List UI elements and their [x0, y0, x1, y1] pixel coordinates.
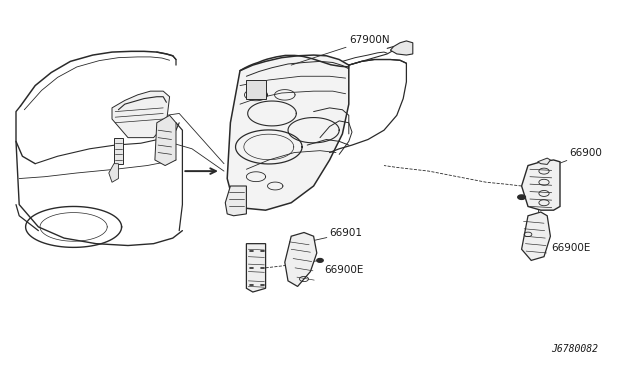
Polygon shape: [112, 91, 170, 138]
Polygon shape: [114, 138, 123, 164]
Polygon shape: [522, 212, 550, 260]
Polygon shape: [246, 244, 266, 292]
Text: 67900N: 67900N: [291, 35, 389, 65]
Text: J6780082: J6780082: [552, 343, 598, 353]
Polygon shape: [246, 80, 266, 99]
Polygon shape: [390, 41, 413, 55]
Polygon shape: [225, 186, 246, 216]
Circle shape: [518, 195, 525, 199]
Circle shape: [317, 259, 323, 262]
Polygon shape: [109, 164, 118, 182]
Polygon shape: [522, 160, 560, 210]
Text: 66900: 66900: [554, 148, 602, 166]
Polygon shape: [538, 158, 550, 164]
Polygon shape: [155, 115, 176, 166]
Polygon shape: [227, 55, 349, 210]
Text: 66901: 66901: [291, 228, 363, 246]
Text: 66900E: 66900E: [552, 243, 591, 253]
Text: 66900E: 66900E: [324, 265, 364, 275]
Polygon shape: [285, 232, 317, 286]
